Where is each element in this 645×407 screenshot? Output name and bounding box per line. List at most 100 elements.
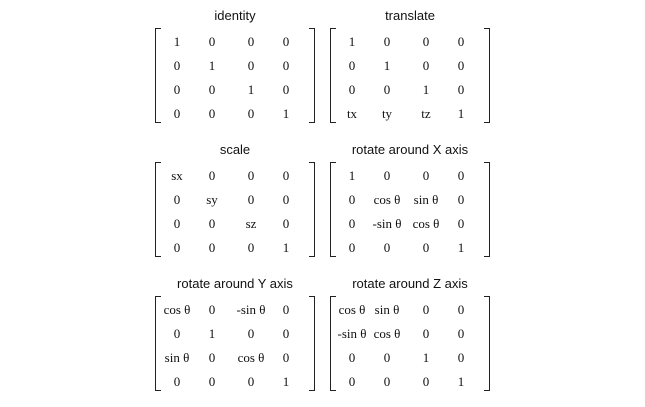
matrix-body: sx 0 0 0 0 sy 0 0 0 0 sz 0 0 0 0 1 bbox=[155, 162, 315, 257]
matrix-cell: 0 bbox=[457, 58, 465, 73]
right-bracket bbox=[484, 296, 490, 391]
matrix-cell: cos θ bbox=[373, 326, 401, 341]
matrix-cell: 0 bbox=[247, 374, 255, 389]
matrix-cell: sx bbox=[171, 168, 183, 183]
matrix-cell: 0 bbox=[348, 58, 356, 73]
matrix-cell: -sin θ bbox=[236, 302, 266, 317]
matrix-cell: sz bbox=[245, 216, 257, 231]
matrix-cell: 0 bbox=[247, 240, 255, 255]
matrix-cell: 0 bbox=[173, 58, 181, 73]
matrix-cell: 1 bbox=[457, 106, 465, 121]
matrix-cell: -sin θ bbox=[372, 216, 402, 231]
matrix-title: translate bbox=[385, 8, 435, 23]
matrix-cell: -sin θ bbox=[337, 326, 367, 341]
matrix-cell: 0 bbox=[348, 192, 356, 207]
matrix-cell: cos θ bbox=[237, 350, 265, 365]
matrix-cell: 0 bbox=[422, 240, 430, 255]
matrix-cell: cos θ bbox=[412, 216, 440, 231]
matrix-body: cos θ 0 -sin θ 0 0 1 0 0 sin θ 0 cos θ 0 0 0 0 1 bbox=[155, 296, 315, 391]
matrix-cell: 0 bbox=[208, 374, 216, 389]
matrix-cell: 1 bbox=[383, 58, 391, 73]
matrix-cell: cos θ bbox=[163, 302, 191, 317]
matrix-cell: 0 bbox=[422, 326, 430, 341]
right-bracket bbox=[484, 28, 490, 123]
matrix-cell: 0 bbox=[208, 82, 216, 97]
matrix-cell: 0 bbox=[383, 374, 391, 389]
matrix-cell: 0 bbox=[422, 34, 430, 49]
matrix-cell: 0 bbox=[173, 192, 181, 207]
matrix-cell: sin θ bbox=[164, 350, 190, 365]
matrix-cell: 0 bbox=[282, 192, 290, 207]
matrix-cell: tz bbox=[421, 106, 431, 121]
matrix-body: 1 0 0 0 0 1 0 0 0 0 1 0 tx ty tz 1 bbox=[330, 28, 490, 123]
matrix-cell: ty bbox=[381, 106, 393, 121]
matrix-cell: 0 bbox=[282, 82, 290, 97]
matrix-cell: 0 bbox=[208, 106, 216, 121]
matrix-cell: 0 bbox=[282, 216, 290, 231]
matrix-cell: 0 bbox=[383, 350, 391, 365]
matrix-cell: 0 bbox=[383, 168, 391, 183]
matrix-cell: 0 bbox=[208, 240, 216, 255]
matrix-cell: 0 bbox=[282, 168, 290, 183]
matrix-cell: 0 bbox=[173, 82, 181, 97]
matrix-cell: 0 bbox=[383, 34, 391, 49]
matrix-cell: 0 bbox=[282, 58, 290, 73]
matrix-cell: tx bbox=[346, 106, 358, 121]
matrix-title: rotate around Z axis bbox=[352, 276, 468, 291]
matrix-cell: 0 bbox=[457, 216, 465, 231]
matrix-cell: 1 bbox=[422, 82, 430, 97]
matrix-cell: 0 bbox=[383, 82, 391, 97]
matrix-body: 1 0 0 0 0 1 0 0 0 0 1 0 0 0 0 1 bbox=[155, 28, 315, 123]
matrix-cell: 0 bbox=[282, 302, 290, 317]
matrix-cell: 1 bbox=[208, 58, 216, 73]
matrix-cell: 0 bbox=[247, 106, 255, 121]
matrix-cell: 0 bbox=[247, 34, 255, 49]
matrix-body: cos θ sin θ 0 0 -sin θ cos θ 0 0 0 0 1 0 0 0 0 1 bbox=[330, 296, 490, 391]
matrix-cell: 0 bbox=[383, 240, 391, 255]
matrix-cell: sy bbox=[206, 192, 218, 207]
matrix-cell: 0 bbox=[348, 350, 356, 365]
matrix-cell: 0 bbox=[208, 216, 216, 231]
matrix-title: rotate around X axis bbox=[351, 142, 469, 157]
matrix-cell: sin θ bbox=[374, 302, 400, 317]
left-bracket bbox=[330, 28, 336, 123]
matrix-cell: 0 bbox=[422, 168, 430, 183]
left-bracket bbox=[155, 28, 161, 123]
matrix-cell: 1 bbox=[208, 326, 216, 341]
matrix-cell: 0 bbox=[422, 58, 430, 73]
matrix-cell: 0 bbox=[282, 326, 290, 341]
matrix-cell: 1 bbox=[247, 82, 255, 97]
matrix-cell: 1 bbox=[282, 106, 290, 121]
left-bracket bbox=[330, 296, 336, 391]
matrix-cell: 0 bbox=[247, 192, 255, 207]
matrix-cell: 1 bbox=[348, 168, 356, 183]
matrix-cell: 1 bbox=[282, 374, 290, 389]
matrix-cell: 0 bbox=[173, 326, 181, 341]
matrix-cell: 0 bbox=[457, 350, 465, 365]
right-bracket bbox=[309, 162, 315, 257]
matrix-cell: 0 bbox=[173, 106, 181, 121]
matrix-cell: 1 bbox=[282, 240, 290, 255]
matrix-cell: 0 bbox=[348, 216, 356, 231]
matrix-cell: 1 bbox=[422, 350, 430, 365]
matrix-cell: 0 bbox=[247, 168, 255, 183]
matrix-cell: 0 bbox=[173, 374, 181, 389]
matrix-cell: 1 bbox=[348, 34, 356, 49]
matrix-title: rotate around Y axis bbox=[177, 276, 293, 291]
matrix-cell: 0 bbox=[282, 350, 290, 365]
right-bracket bbox=[484, 162, 490, 257]
matrix-cell: 1 bbox=[457, 374, 465, 389]
matrix-cell: 1 bbox=[173, 34, 181, 49]
matrix-cell: 0 bbox=[422, 302, 430, 317]
matrix-cell: 0 bbox=[348, 374, 356, 389]
matrix-cell: 0 bbox=[348, 82, 356, 97]
right-bracket bbox=[309, 296, 315, 391]
matrix-cell: 0 bbox=[173, 216, 181, 231]
left-bracket bbox=[155, 162, 161, 257]
matrix-cell: 0 bbox=[457, 34, 465, 49]
matrix-cell: 0 bbox=[422, 374, 430, 389]
matrix-cell: 0 bbox=[247, 58, 255, 73]
matrix-body: 1 0 0 0 0 cos θ sin θ 0 0 -sin θ cos θ 0 0 0 0 1 bbox=[330, 162, 490, 257]
matrix-cell: 0 bbox=[457, 326, 465, 341]
matrix-title: identity bbox=[214, 8, 256, 23]
